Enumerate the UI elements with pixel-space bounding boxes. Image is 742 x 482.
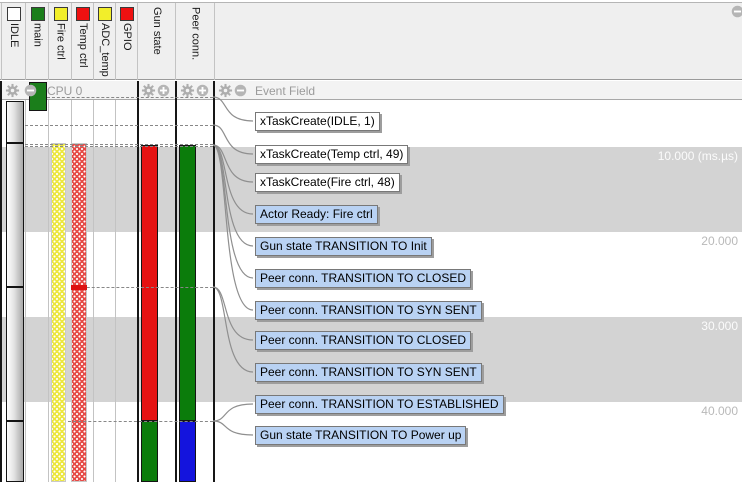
- lane-divider-dark: [175, 81, 177, 482]
- task-color-chip: [53, 7, 68, 21]
- event-label[interactable]: xTaskCreate(Temp ctrl, 49): [255, 145, 409, 164]
- settings-gear-icon[interactable]: [180, 83, 195, 98]
- time-band-1: [2, 317, 742, 402]
- task-name-label: ADC_temp: [99, 23, 111, 77]
- header-column-divider: [93, 3, 94, 80]
- event-label[interactable]: Peer conn. TRANSITION TO SYN SENT: [255, 363, 482, 382]
- task-name-label: IDLE: [8, 23, 20, 48]
- trace-bar-idle[interactable]: [6, 421, 24, 482]
- time-tick-label: 10.000 (ms.µs): [657, 149, 738, 163]
- trace-bar-peer-conn-[interactable]: [179, 145, 196, 421]
- time-tick-label: 30.000: [701, 319, 738, 333]
- header-left-border: [1, 3, 2, 80]
- header-task-idle[interactable]: IDLE: [2, 3, 26, 79]
- trace-bar-idle[interactable]: [6, 287, 24, 421]
- event-connector: [212, 403, 254, 422]
- lane-divider-dark: [213, 81, 215, 482]
- event-marker-line: [47, 97, 213, 98]
- lane-divider: [25, 81, 26, 482]
- event-marker-line: [25, 125, 213, 126]
- task-color-chip: [120, 7, 134, 21]
- header-task-fire-ctrl[interactable]: Fire ctrl: [49, 3, 72, 79]
- event-label[interactable]: Peer conn. TRANSITION TO ESTABLISHED: [255, 395, 504, 414]
- trace-bar-idle[interactable]: [6, 143, 24, 287]
- trace-bar-idle[interactable]: [6, 101, 24, 143]
- settings-gear-icon[interactable]: [141, 83, 156, 98]
- event-label[interactable]: Peer conn. TRANSITION TO CLOSED: [255, 269, 472, 288]
- event-connector: [212, 420, 254, 436]
- task-name-label: Peer conn.: [189, 7, 202, 61]
- trace-bar-gun-state[interactable]: [141, 421, 158, 482]
- header-task-temp-ctrl[interactable]: Temp ctrl: [72, 3, 94, 79]
- event-label[interactable]: Actor Ready: Fire ctrl: [255, 205, 378, 224]
- cpu-group-label: CPU 0: [47, 84, 83, 98]
- collapse-lane-icon[interactable]: [234, 84, 247, 97]
- view-left-border: [0, 81, 2, 482]
- event-marker-line: [25, 146, 213, 147]
- task-color-chip: [30, 7, 45, 21]
- task-color-chip: [98, 7, 112, 21]
- task-name-label: Gun state: [151, 7, 163, 55]
- task-name-label: Fire ctrl: [54, 23, 67, 60]
- header-task-peer-conn-[interactable]: Peer conn.: [176, 3, 215, 79]
- trace-bar-temp-ctrl[interactable]: [71, 285, 87, 290]
- time-tick-label: 40.000: [701, 404, 738, 418]
- header-task-main[interactable]: main: [26, 3, 49, 79]
- task-name-label: GPIO: [121, 23, 133, 51]
- event-label[interactable]: xTaskCreate(IDLE, 1): [255, 112, 380, 131]
- event-marker-line: [25, 144, 213, 145]
- collapse-lane-icon[interactable]: [24, 84, 37, 97]
- event-marker-line: [68, 421, 213, 422]
- event-label[interactable]: Peer conn. TRANSITION TO CLOSED: [255, 331, 472, 350]
- header-column-divider: [71, 3, 72, 80]
- task-name-label: main: [31, 23, 44, 47]
- header-column-divider: [137, 3, 138, 80]
- time-tick-label: 20.000: [701, 234, 738, 248]
- collapse-header-icon[interactable]: [731, 5, 742, 18]
- event-label[interactable]: Peer conn. TRANSITION TO SYN SENT: [255, 301, 482, 320]
- expand-lane-icon[interactable]: [157, 84, 170, 97]
- trace-bar-fire-ctrl[interactable]: [51, 143, 66, 482]
- expand-lane-icon[interactable]: [196, 84, 209, 97]
- trace-bar-gun-state[interactable]: [141, 145, 158, 421]
- event-label[interactable]: xTaskCreate(Fire ctrl, 48): [255, 173, 400, 192]
- lane-divider: [93, 81, 94, 482]
- header-column-divider: [48, 3, 49, 80]
- header-column-divider: [175, 3, 176, 80]
- event-connector: [212, 96, 254, 122]
- task-name-label: Temp ctrl: [77, 23, 89, 68]
- lane-divider: [48, 81, 49, 482]
- event-label[interactable]: Gun state TRANSITION TO Power up: [255, 426, 467, 445]
- trace-bar-peer-conn-[interactable]: [179, 421, 196, 482]
- header-task-gun-state[interactable]: Gun state: [138, 3, 176, 79]
- lane-divider: [115, 81, 116, 482]
- settings-gear-icon[interactable]: [218, 83, 233, 98]
- event-field-label: Event Field: [255, 84, 316, 98]
- header-column-divider: [25, 3, 26, 80]
- lane-divider-dark: [137, 81, 139, 482]
- header-task-adc-temp[interactable]: ADC_temp: [94, 3, 116, 79]
- trace-bar-temp-ctrl[interactable]: [71, 143, 87, 482]
- header-task-gpio[interactable]: GPIO: [116, 3, 138, 79]
- event-label[interactable]: Gun state TRANSITION TO Init: [255, 237, 432, 256]
- header-column-divider: [115, 3, 116, 80]
- lane-control-row: [0, 81, 742, 100]
- header-column-divider: [214, 3, 215, 80]
- task-color-chip: [76, 7, 90, 21]
- event-marker-line: [72, 287, 213, 288]
- settings-gear-icon[interactable]: [5, 83, 20, 98]
- task-color-chip: [7, 7, 21, 21]
